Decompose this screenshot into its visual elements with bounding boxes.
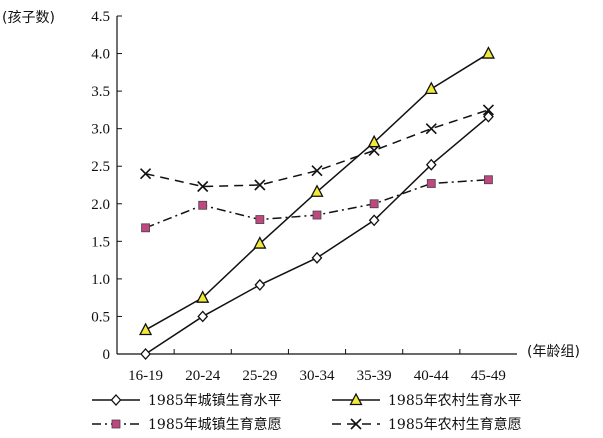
y-tick-label: 0.5 <box>91 309 110 325</box>
x-marker <box>311 165 323 177</box>
y-tick-label: 3.5 <box>91 84 110 100</box>
square-marker <box>426 179 436 188</box>
y-tick-label: 1.0 <box>91 272 110 288</box>
y-tick-label: 2.0 <box>91 197 110 213</box>
triangle-marker <box>424 81 438 95</box>
x-tick-label: 30-34 <box>300 368 335 384</box>
y-tick-label: 4.5 <box>91 9 110 25</box>
square-marker <box>141 223 150 233</box>
x-tick-label: 20-24 <box>185 368 220 384</box>
diamond-marker <box>197 310 209 323</box>
square-marker <box>111 419 121 429</box>
y-tick-label: 0 <box>103 347 111 363</box>
x-tick-label: 35-39 <box>357 368 392 384</box>
legend-item: 1985年城镇生育水平 <box>92 393 282 409</box>
series-line <box>145 109 489 188</box>
x-marker <box>482 104 494 116</box>
legend-label: 1985年城镇生育水平 <box>148 393 282 409</box>
square-marker <box>198 200 208 210</box>
y-tick-label: 2.5 <box>91 159 110 175</box>
square-marker <box>255 215 265 224</box>
diamond-marker <box>110 394 122 406</box>
triangle-marker <box>310 184 324 197</box>
triangle-marker <box>481 46 496 59</box>
x-tick-label: 40-44 <box>414 368 449 384</box>
diamond-marker <box>483 110 494 123</box>
series-4 <box>140 104 494 193</box>
x-tick-label: 16-19 <box>128 368 163 384</box>
x-marker <box>140 168 152 180</box>
diamond-marker <box>425 158 437 171</box>
x-tick-label: 25-29 <box>242 368 277 384</box>
x-axis-title: (年龄组) <box>527 344 580 360</box>
x-tick-label: 45-49 <box>471 368 506 384</box>
legend-item: 1985年农村生育意愿 <box>332 416 522 433</box>
x-marker <box>197 180 209 193</box>
y-tick-label: 4.0 <box>91 47 110 63</box>
series-2 <box>138 46 496 336</box>
diamond-marker <box>140 348 151 360</box>
y-axis-title: (孩子数) <box>2 10 55 26</box>
legend-label: 1985年农村生育意愿 <box>388 416 522 433</box>
series-line <box>145 116 489 355</box>
legend-label: 1985年农村生育水平 <box>388 393 522 409</box>
y-tick-label: 1.5 <box>91 234 110 250</box>
triangle-marker <box>349 392 363 406</box>
series-layer <box>138 46 496 360</box>
legend-item: 1985年农村生育水平 <box>332 392 522 409</box>
square-marker <box>312 210 322 220</box>
triangle-marker <box>253 236 267 249</box>
x-marker <box>368 144 380 157</box>
triangle-marker <box>196 290 210 303</box>
diamond-marker <box>368 214 380 227</box>
diamond-marker <box>254 278 266 291</box>
series-3 <box>141 175 493 233</box>
series-1 <box>140 110 494 360</box>
x-marker <box>425 123 437 135</box>
x-marker <box>350 418 362 430</box>
x-marker <box>254 179 266 191</box>
square-marker <box>369 199 379 209</box>
square-marker <box>484 175 493 185</box>
legend: 1985年城镇生育水平 1985年农村生育水平 1985年城镇生育意愿 1985年农村… <box>92 392 522 433</box>
diamond-marker <box>311 251 323 264</box>
legend-label: 1985年城镇生育意愿 <box>148 416 282 433</box>
axes: 0 0.5 1.0 1.5 2.0 2.5 3.0 3.5 4.0 4.5 16-19 20-24 25… <box>91 9 517 384</box>
legend-item: 1985年城镇生育意愿 <box>92 416 282 433</box>
y-tick-label: 3.0 <box>91 122 110 138</box>
triangle-marker <box>138 322 153 336</box>
triangle-marker <box>367 134 381 148</box>
